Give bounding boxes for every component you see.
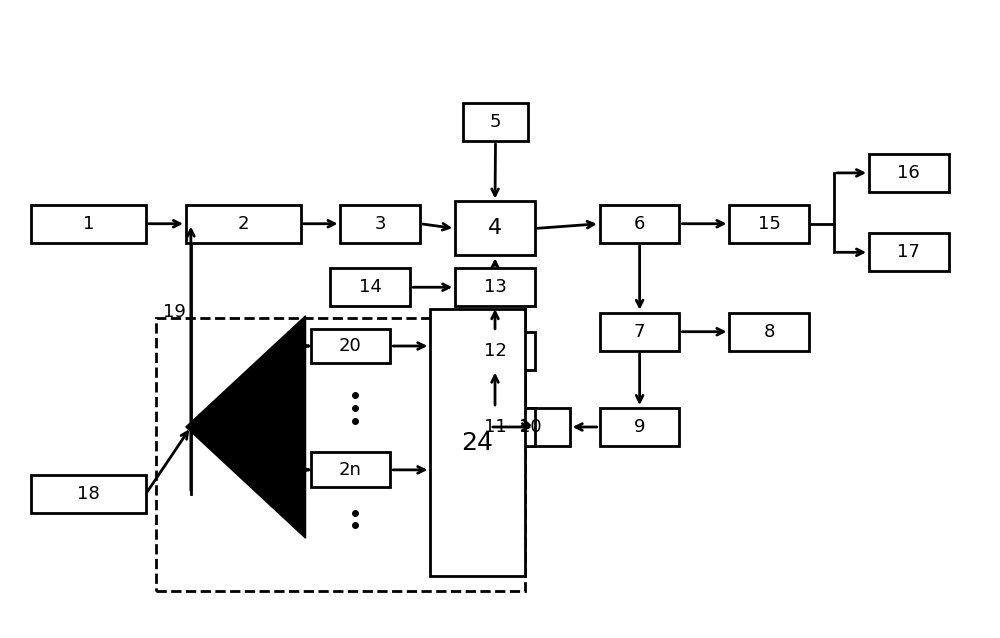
Text: 24: 24 xyxy=(462,431,494,455)
Text: 13: 13 xyxy=(484,278,506,296)
Text: 4: 4 xyxy=(488,218,502,239)
Text: 3: 3 xyxy=(375,215,386,233)
Text: 6: 6 xyxy=(634,215,645,233)
FancyBboxPatch shape xyxy=(330,268,410,306)
FancyBboxPatch shape xyxy=(869,154,949,192)
Text: 16: 16 xyxy=(897,164,920,182)
FancyBboxPatch shape xyxy=(311,452,390,487)
Text: 9: 9 xyxy=(634,418,645,436)
Text: 15: 15 xyxy=(758,215,781,233)
FancyBboxPatch shape xyxy=(430,309,525,576)
Text: 7: 7 xyxy=(634,323,645,341)
FancyBboxPatch shape xyxy=(729,313,809,351)
Text: 2: 2 xyxy=(237,215,249,233)
FancyBboxPatch shape xyxy=(600,205,679,243)
FancyBboxPatch shape xyxy=(186,205,301,243)
FancyBboxPatch shape xyxy=(490,408,570,446)
FancyBboxPatch shape xyxy=(340,205,420,243)
Polygon shape xyxy=(186,316,306,538)
FancyBboxPatch shape xyxy=(455,332,535,370)
Text: 19: 19 xyxy=(163,303,186,321)
FancyBboxPatch shape xyxy=(455,408,535,446)
FancyBboxPatch shape xyxy=(463,103,528,141)
Text: 14: 14 xyxy=(359,278,382,296)
Text: 2n: 2n xyxy=(339,461,362,479)
FancyBboxPatch shape xyxy=(600,313,679,351)
FancyBboxPatch shape xyxy=(455,202,535,255)
Text: 18: 18 xyxy=(77,485,100,503)
Text: 5: 5 xyxy=(490,113,501,131)
Text: 8: 8 xyxy=(764,323,775,341)
FancyBboxPatch shape xyxy=(600,408,679,446)
Text: 11: 11 xyxy=(484,418,506,436)
FancyBboxPatch shape xyxy=(31,205,146,243)
FancyBboxPatch shape xyxy=(729,205,809,243)
Text: 17: 17 xyxy=(897,243,920,262)
Text: 1: 1 xyxy=(83,215,94,233)
Text: 20: 20 xyxy=(339,337,362,355)
FancyBboxPatch shape xyxy=(455,268,535,306)
Text: 10: 10 xyxy=(519,418,541,436)
Text: 12: 12 xyxy=(484,342,506,360)
FancyBboxPatch shape xyxy=(869,234,949,271)
FancyBboxPatch shape xyxy=(31,475,146,513)
FancyBboxPatch shape xyxy=(311,329,390,364)
